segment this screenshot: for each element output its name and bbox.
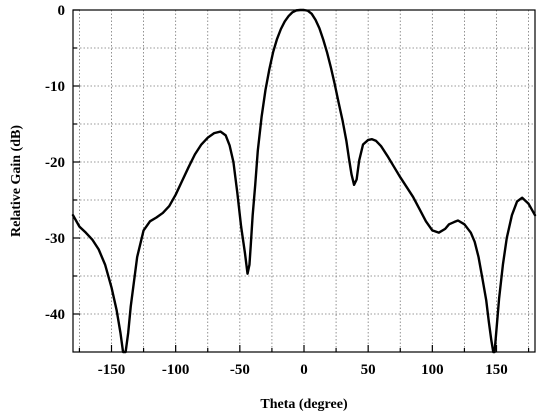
y-tick-label: -40 — [45, 307, 65, 323]
x-tick-label: 150 — [485, 362, 508, 378]
x-tick-labels: -150 -100 -50 0 50 100 150 — [98, 362, 508, 378]
axis-ticks — [73, 9, 530, 352]
y-tick-labels: 0 -10 -20 -30 -40 — [45, 3, 65, 323]
x-tick-label: 50 — [361, 362, 376, 378]
y-tick-label: 0 — [58, 3, 66, 19]
x-tick-label: 0 — [300, 362, 308, 378]
x-tick-label: -50 — [230, 362, 250, 378]
y-tick-label: -10 — [45, 79, 65, 95]
x-tick-label: -150 — [98, 362, 126, 378]
y-tick-label: -30 — [45, 231, 65, 247]
x-axis-label: Theta (degree) — [260, 397, 348, 412]
x-tick-label: -100 — [162, 362, 190, 378]
gain-curve — [71, 8, 537, 354]
y-axis-label: Relative Gain (dB) — [9, 125, 24, 237]
x-tick-label: 100 — [421, 362, 444, 378]
y-tick-label: -20 — [45, 155, 65, 171]
grid — [73, 10, 535, 352]
